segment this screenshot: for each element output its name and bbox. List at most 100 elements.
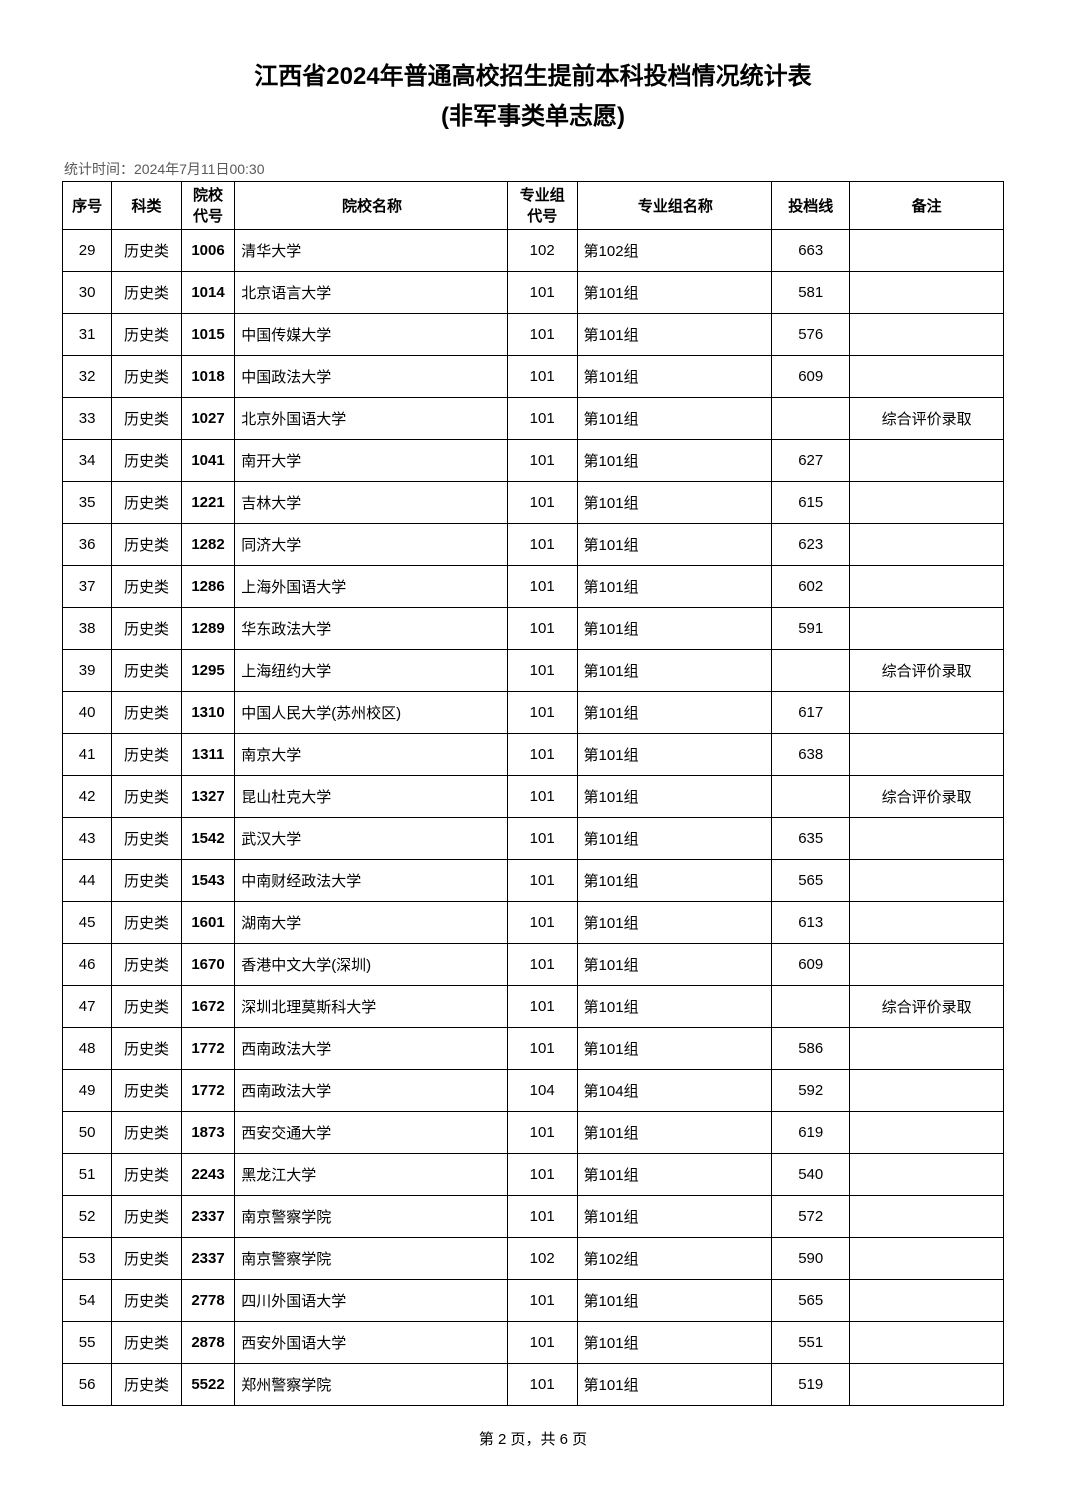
cell-school-code: 5522 — [181, 1363, 234, 1405]
cell-major-code: 101 — [507, 439, 577, 481]
cell-school-name: 深圳北理莫斯科大学 — [235, 985, 508, 1027]
cell-category: 历史类 — [112, 775, 182, 817]
cell-major-name: 第101组 — [577, 1111, 772, 1153]
cell-major-code: 101 — [507, 313, 577, 355]
cell-major-name: 第101组 — [577, 397, 772, 439]
cell-note — [850, 1069, 1004, 1111]
cell-school-code: 2878 — [181, 1321, 234, 1363]
table-row: 41历史类1311南京大学101第101组638 — [63, 733, 1004, 775]
cell-school-code: 1041 — [181, 439, 234, 481]
cell-major-name: 第101组 — [577, 355, 772, 397]
cell-score: 627 — [772, 439, 850, 481]
cell-note: 综合评价录取 — [850, 985, 1004, 1027]
cell-seq: 36 — [63, 523, 112, 565]
cell-major-code: 101 — [507, 565, 577, 607]
cell-school-name: 香港中文大学(深圳) — [235, 943, 508, 985]
cell-score: 590 — [772, 1237, 850, 1279]
cell-seq: 52 — [63, 1195, 112, 1237]
cell-major-name: 第101组 — [577, 1195, 772, 1237]
cell-note — [850, 733, 1004, 775]
cell-score: 586 — [772, 1027, 850, 1069]
cell-seq: 56 — [63, 1363, 112, 1405]
cell-school-code: 1027 — [181, 397, 234, 439]
cell-category: 历史类 — [112, 901, 182, 943]
cell-major-code: 101 — [507, 1363, 577, 1405]
table-row: 43历史类1542武汉大学101第101组635 — [63, 817, 1004, 859]
cell-category: 历史类 — [112, 607, 182, 649]
cell-category: 历史类 — [112, 943, 182, 985]
page-container: 江西省2024年普通高校招生提前本科投档情况统计表 (非军事类单志愿) 统计时间… — [0, 0, 1066, 1489]
table-row: 56历史类5522郑州警察学院101第101组519 — [63, 1363, 1004, 1405]
cell-major-name: 第101组 — [577, 691, 772, 733]
table-row: 44历史类1543中南财经政法大学101第101组565 — [63, 859, 1004, 901]
table-row: 48历史类1772西南政法大学101第101组586 — [63, 1027, 1004, 1069]
cell-note — [850, 1363, 1004, 1405]
cell-school-name: 清华大学 — [235, 229, 508, 271]
cell-major-code: 101 — [507, 985, 577, 1027]
table-row: 46历史类1670香港中文大学(深圳)101第101组609 — [63, 943, 1004, 985]
cell-category: 历史类 — [112, 1363, 182, 1405]
cell-note — [850, 1111, 1004, 1153]
cell-major-name: 第101组 — [577, 649, 772, 691]
cell-category: 历史类 — [112, 313, 182, 355]
cell-seq: 51 — [63, 1153, 112, 1195]
cell-school-code: 1286 — [181, 565, 234, 607]
table-row: 47历史类1672深圳北理莫斯科大学101第101组综合评价录取 — [63, 985, 1004, 1027]
cell-score: 551 — [772, 1321, 850, 1363]
cell-school-name: 上海外国语大学 — [235, 565, 508, 607]
cell-major-code: 101 — [507, 901, 577, 943]
cell-note — [850, 943, 1004, 985]
cell-school-code: 1873 — [181, 1111, 234, 1153]
cell-major-code: 101 — [507, 1321, 577, 1363]
cell-major-name: 第101组 — [577, 775, 772, 817]
table-row: 51历史类2243黑龙江大学101第101组540 — [63, 1153, 1004, 1195]
table-row: 30历史类1014北京语言大学101第101组581 — [63, 271, 1004, 313]
cell-seq: 41 — [63, 733, 112, 775]
cell-score — [772, 649, 850, 691]
header-category: 科类 — [112, 181, 182, 229]
cell-school-name: 四川外国语大学 — [235, 1279, 508, 1321]
cell-school-name: 北京语言大学 — [235, 271, 508, 313]
cell-note — [850, 901, 1004, 943]
cell-category: 历史类 — [112, 1279, 182, 1321]
cell-school-name: 西安外国语大学 — [235, 1321, 508, 1363]
cell-category: 历史类 — [112, 355, 182, 397]
cell-school-name: 中国人民大学(苏州校区) — [235, 691, 508, 733]
page-number: 第 2 页，共 6 页 — [62, 1428, 1004, 1449]
cell-category: 历史类 — [112, 1069, 182, 1111]
cell-category: 历史类 — [112, 1111, 182, 1153]
cell-note — [850, 691, 1004, 733]
cell-major-code: 101 — [507, 817, 577, 859]
table-row: 38历史类1289华东政法大学101第101组591 — [63, 607, 1004, 649]
cell-seq: 33 — [63, 397, 112, 439]
cell-seq: 44 — [63, 859, 112, 901]
cell-major-code: 104 — [507, 1069, 577, 1111]
cell-seq: 40 — [63, 691, 112, 733]
table-row: 32历史类1018中国政法大学101第101组609 — [63, 355, 1004, 397]
cell-score — [772, 397, 850, 439]
header-seq: 序号 — [63, 181, 112, 229]
cell-major-code: 102 — [507, 229, 577, 271]
cell-seq: 50 — [63, 1111, 112, 1153]
cell-major-name: 第101组 — [577, 1279, 772, 1321]
cell-seq: 45 — [63, 901, 112, 943]
cell-score: 613 — [772, 901, 850, 943]
cell-major-name: 第101组 — [577, 607, 772, 649]
cell-category: 历史类 — [112, 817, 182, 859]
table-row: 53历史类2337南京警察学院102第102组590 — [63, 1237, 1004, 1279]
cell-major-code: 101 — [507, 355, 577, 397]
cell-category: 历史类 — [112, 229, 182, 271]
cell-school-code: 1311 — [181, 733, 234, 775]
cell-category: 历史类 — [112, 649, 182, 691]
cell-major-name: 第101组 — [577, 481, 772, 523]
cell-note — [850, 313, 1004, 355]
cell-seq: 38 — [63, 607, 112, 649]
cell-category: 历史类 — [112, 271, 182, 313]
cell-note — [850, 1237, 1004, 1279]
cell-school-code: 1670 — [181, 943, 234, 985]
table-row: 42历史类1327昆山杜克大学101第101组综合评价录取 — [63, 775, 1004, 817]
cell-school-code: 1015 — [181, 313, 234, 355]
cell-school-name: 南京警察学院 — [235, 1195, 508, 1237]
cell-school-name: 吉林大学 — [235, 481, 508, 523]
cell-school-name: 西安交通大学 — [235, 1111, 508, 1153]
